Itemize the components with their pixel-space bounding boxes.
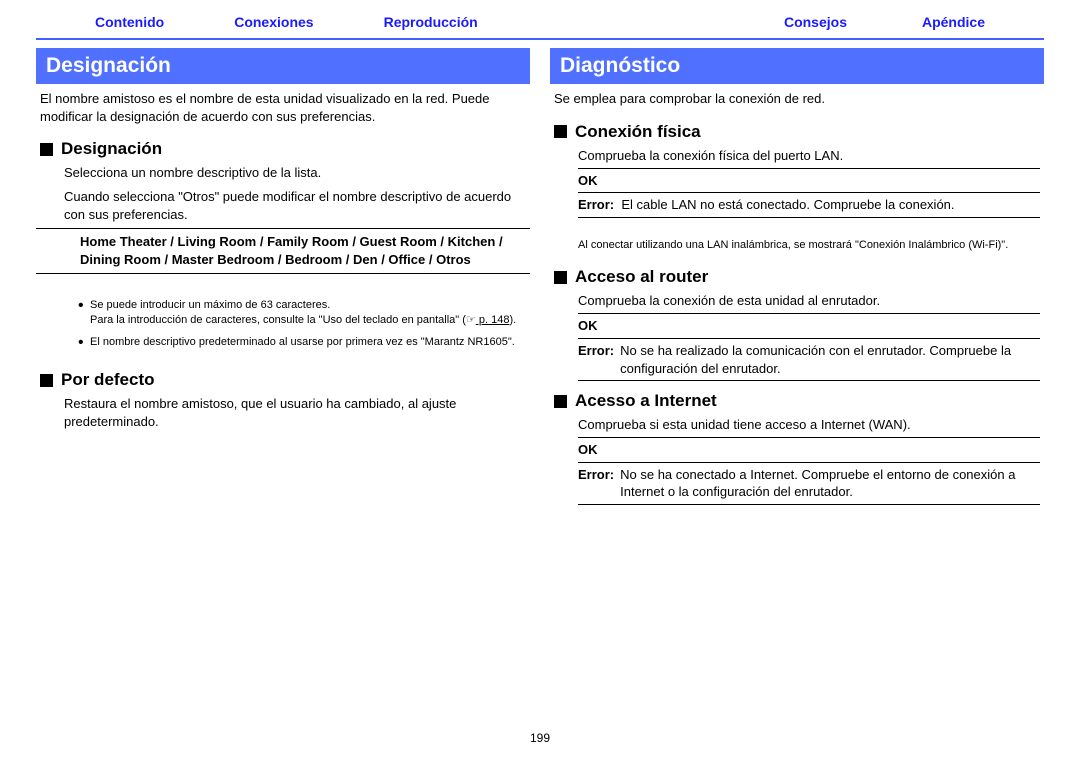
square-bullet-icon [554,125,567,138]
status-error-row: Error: El cable LAN no está conectado. C… [578,193,1040,218]
note-item: El nombre descriptivo predeterminado al … [80,335,526,350]
right-column: Diagnóstico Se emplea para comprobar la … [550,40,1044,505]
intro-left: El nombre amistoso es el nombre de esta … [36,84,530,129]
subhead-text: Designación [61,139,162,159]
notes-list: Se puede introducir un máximo de 63 cara… [36,294,530,360]
status-error-row: Error: No se ha conectado a Internet. Co… [578,463,1040,505]
left-column: Designación El nombre amistoso es el nom… [36,40,530,505]
square-bullet-icon [40,143,53,156]
square-bullet-icon [40,374,53,387]
nav-contenido[interactable]: Contenido [95,14,164,30]
subhead-text: Conexión física [575,122,701,142]
body-text: Cuando selecciona "Otros" puede modifica… [36,185,530,227]
subhead-conexion-fisica: Conexión física [550,112,1044,144]
square-bullet-icon [554,271,567,284]
subhead-designacion: Designación [36,129,530,161]
subhead-text: Acceso al router [575,267,708,287]
status-block: OK Error: El cable LAN no está conectado… [550,168,1044,218]
option-list: Home Theater / Living Room / Family Room… [36,228,530,274]
top-nav: Contenido Conexiones Reproducción Consej… [0,0,1080,38]
section-title-designacion: Designación [36,48,530,84]
page-ref-link[interactable]: p. 148 [476,314,510,326]
page-link-icon: ☞ [466,314,476,326]
body-text: Selecciona un nombre descriptivo de la l… [36,161,530,185]
subhead-por-defecto: Por defecto [36,360,530,392]
status-error-row: Error: No se ha realizado la comunicació… [578,339,1040,381]
subhead-acesso-internet: Acesso a Internet [550,381,1044,413]
subhead-acceso-router: Acceso al router [550,257,1044,289]
body-text: Comprueba la conexión de esta unidad al … [550,289,1044,313]
status-ok-row: OK [578,437,1040,463]
note-item: Se puede introducir un máximo de 63 cara… [80,298,526,329]
square-bullet-icon [554,395,567,408]
page-number: 199 [0,731,1080,745]
intro-right: Se emplea para comprobar la conexión de … [550,84,1044,112]
subhead-text: Acesso a Internet [575,391,717,411]
nav-consejos[interactable]: Consejos [784,14,847,30]
section-title-diagnostico: Diagnóstico [550,48,1044,84]
status-ok-row: OK [578,313,1040,339]
body-text: Comprueba la conexión física del puerto … [550,144,1044,168]
status-block: OK Error: No se ha realizado la comunica… [550,313,1044,381]
nav-conexiones[interactable]: Conexiones [234,14,313,30]
nav-apendice[interactable]: Apéndice [922,14,985,30]
body-text: Restaura el nombre amistoso, que el usua… [36,392,530,434]
status-ok-row: OK [578,168,1040,194]
body-text: Comprueba si esta unidad tiene acceso a … [550,413,1044,437]
note-text: Al conectar utilizando una LAN inalámbri… [550,234,1044,257]
subhead-text: Por defecto [61,370,155,390]
nav-reproduccion[interactable]: Reproducción [384,14,478,30]
status-block: OK Error: No se ha conectado a Internet.… [550,437,1044,505]
